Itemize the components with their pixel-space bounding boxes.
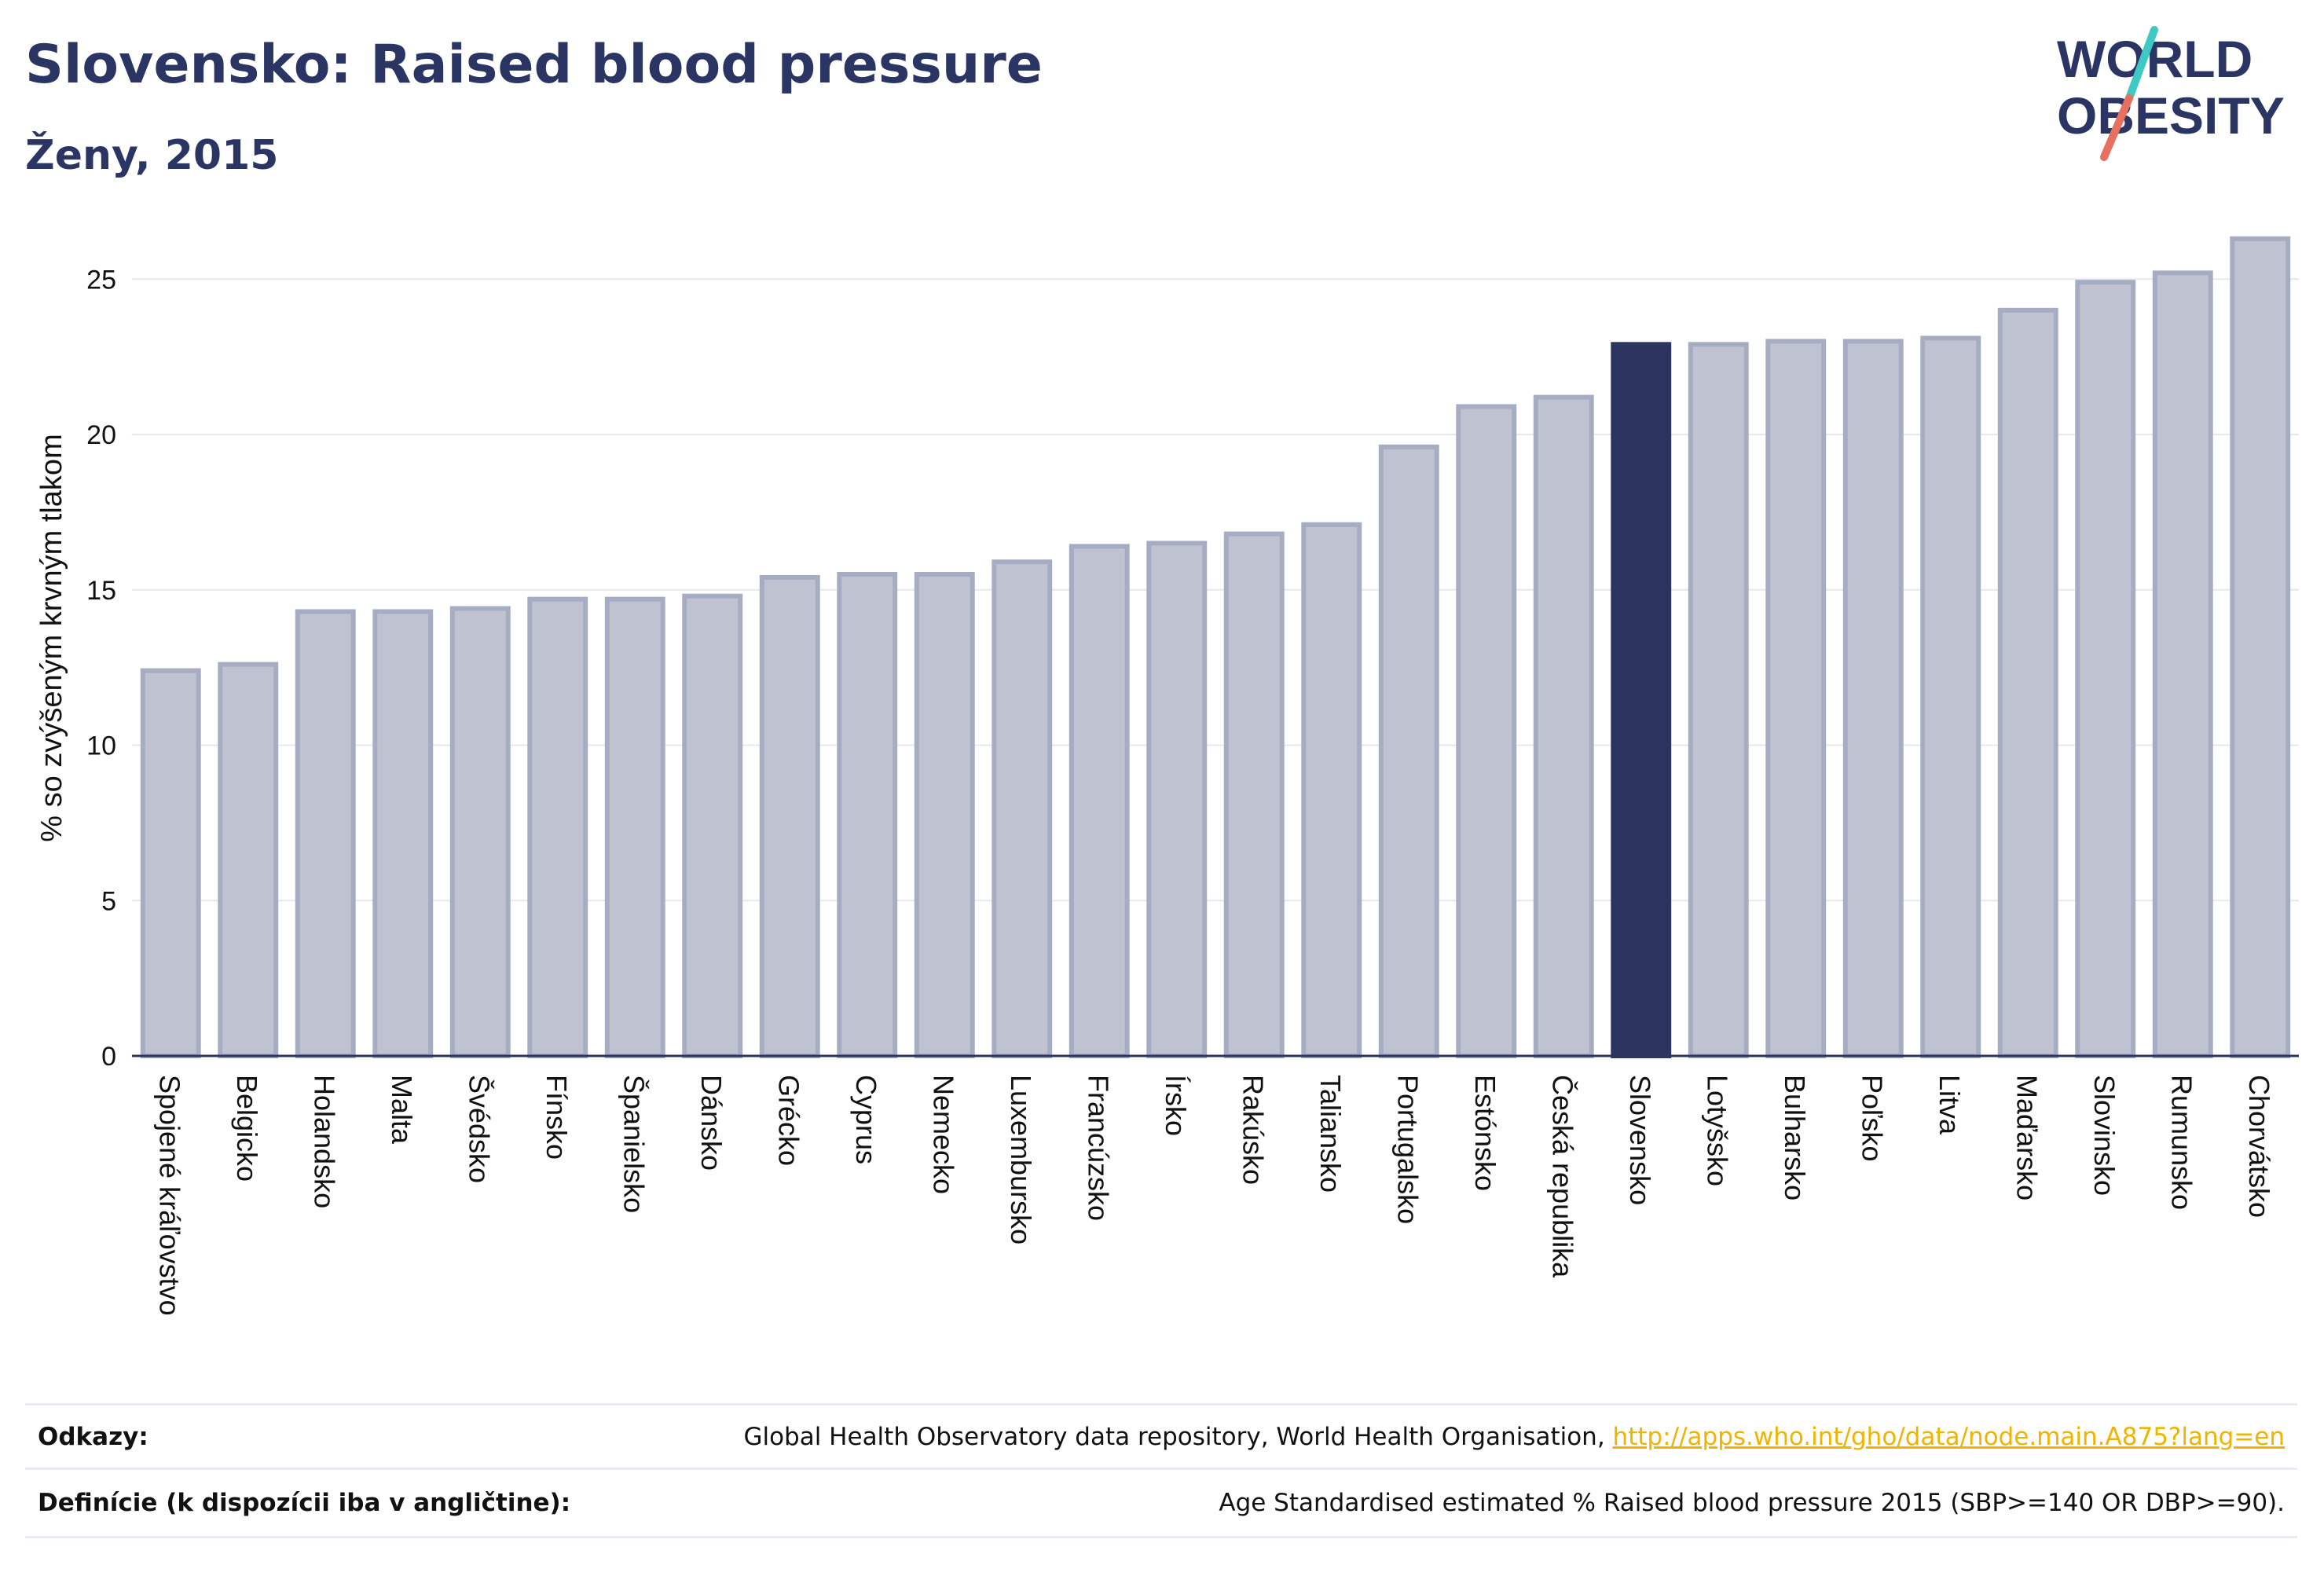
bar [1765,339,1827,1059]
x-tick-label: Luxembursko [1005,1075,1037,1244]
x-tick-label: Česká republika [1546,1075,1578,1278]
x-tick-label: Belgicko [231,1075,263,1182]
bar [2230,236,2291,1059]
x-tick-label: Cyprus [850,1075,882,1164]
chart-title: Slovensko: Raised blood pressure [25,34,1043,96]
x-tick-label: Švédsko [463,1075,495,1183]
x-tick-label: Holandsko [308,1075,340,1208]
bar [1688,342,1749,1059]
x-tick-label: Írsko [1160,1075,1192,1136]
bar [1378,444,1439,1058]
bar [1997,307,2058,1058]
bar [2075,280,2136,1058]
x-tick-label: Poľsko [1856,1075,1888,1162]
y-tick-label: 0 [101,1042,116,1072]
bar [759,574,820,1058]
bars [140,236,2291,1059]
x-tick-label: Francúzsko [1082,1075,1114,1221]
definitions-text: Age Standardised estimated % Raised bloo… [1219,1489,2285,1517]
definitions-row: Definície (k dispozícii iba v angličtine… [25,1468,2297,1538]
bar [1842,339,1904,1059]
x-tick-label: Portugalsko [1391,1075,1424,1224]
definitions-label: Definície (k dispozícii iba v angličtine… [38,1489,571,1517]
bar [682,593,743,1058]
bar [295,609,356,1058]
x-tick-label: Litva [1934,1075,1966,1135]
sources-row: Odkazy: Global Health Observatory data r… [25,1403,2297,1470]
bar [1533,394,1594,1058]
bar [837,571,898,1058]
bar-chart: 0 5 10 15 20 25 Spojené kráľovstvo Belgicko Hol… [35,236,2299,1316]
bar [218,662,279,1058]
bar [372,609,434,1058]
x-tick-label: Rakúsko [1237,1075,1269,1185]
y-axis-ticks: 0 5 10 15 20 25 [86,265,116,1072]
bar [2152,270,2213,1058]
x-tick-label: Nemecko [927,1075,959,1194]
x-tick-label: Chorvátsko [2243,1075,2275,1218]
x-tick-label: Grécko [772,1075,805,1166]
bar [449,606,511,1058]
bar [604,596,665,1058]
x-tick-label: Spojené kráľovstvo [153,1075,185,1316]
y-tick-label: 15 [86,576,116,606]
x-axis-ticks: Spojené kráľovstvo Belgicko Holandsko Malta… [153,1075,2275,1316]
x-tick-label: Taliansko [1314,1075,1347,1193]
bar [1146,541,1208,1058]
y-axis-label: % so zvýšeným krvným tlakom [35,434,68,841]
x-tick-label: Slovinsko [2088,1075,2121,1196]
logo-slash-teal [2125,26,2158,102]
logo-text-line2: OBESITY [2057,86,2285,145]
y-tick-label: 20 [86,420,116,450]
x-tick-label: Rumunsko [2165,1075,2198,1210]
x-tick-label: Slovensko [1624,1075,1656,1205]
sources-link[interactable]: http://apps.who.int/gho/data/node.main.A… [1612,1423,2285,1451]
bar [1223,531,1285,1058]
bar-highlight [1611,342,1672,1059]
bar [1301,522,1362,1058]
sources-text: Global Health Observatory data repositor… [743,1423,1605,1451]
bar [1920,335,1981,1058]
x-tick-label: Maďarsko [2011,1075,2043,1200]
x-tick-label: Estónsko [1469,1075,1501,1191]
x-tick-label: Bulharsko [1779,1075,1811,1200]
world-obesity-logo: WORLD OBESITY [2057,26,2285,161]
x-tick-label: Fínsko [541,1075,573,1160]
logo-slash-coral [2100,94,2133,161]
bar [992,559,1053,1058]
bar [914,571,975,1058]
bar [140,668,201,1058]
x-tick-label: Lotyšsko [1701,1075,1733,1186]
bar [1456,404,1517,1058]
y-tick-label: 10 [86,731,116,761]
x-tick-label: Španielsko [618,1075,650,1213]
bar [1069,544,1130,1058]
bar [527,596,588,1058]
y-tick-label: 25 [86,265,116,295]
sources-label: Odkazy: [38,1423,148,1451]
x-tick-label: Dánsko [695,1075,728,1171]
sources-value: Global Health Observatory data repositor… [743,1423,2285,1451]
chart-subtitle: Ženy, 2015 [25,132,279,179]
y-tick-label: 5 [101,886,116,916]
x-tick-label: Malta [386,1075,418,1145]
